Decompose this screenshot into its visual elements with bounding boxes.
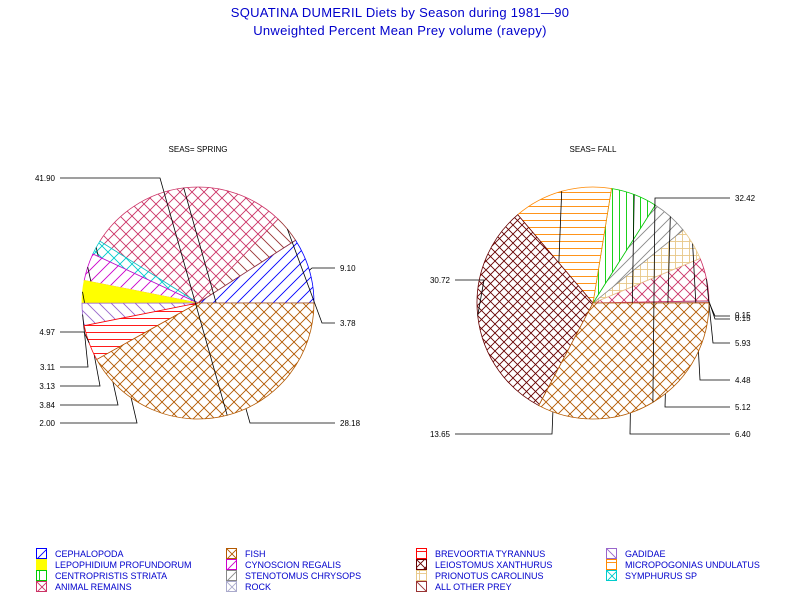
legend-label: STENOTOMUS CHRYSOPS (245, 570, 362, 581)
legend-label: ANIMAL REMAINS (55, 581, 132, 592)
legend-item: SYMPHURUS SP (606, 570, 697, 581)
legend-item: PRIONOTUS CAROLINUS (416, 570, 544, 581)
slice-data-label: 4.97 (39, 328, 55, 337)
single-hatch-legend-swatch (226, 559, 237, 570)
legend-item: CYNOSCION REGALIS (226, 559, 341, 570)
horizontal-hatch-legend-swatch (416, 548, 427, 559)
leader-line (287, 228, 335, 324)
single-hatch-legend-swatch (226, 570, 237, 581)
slice-data-label: 0.15 (735, 311, 751, 320)
leader-line (692, 243, 730, 381)
legend-item: CENTROPRISTIS STRIATA (36, 570, 167, 581)
slice-data-label: 6.40 (735, 430, 751, 439)
legend-item: CEPHALOPODA (36, 548, 124, 559)
chart-title: SQUATINA DUMERIL Diets by Season during … (230, 5, 570, 20)
legend-item: STENOTOMUS CHRYSOPS (226, 570, 361, 581)
legend-item: LEPOPHIDIUM PROFUNDORUM (36, 559, 192, 570)
legend-item: MICROPOGONIAS UNDULATUS (606, 559, 760, 570)
legend-label: ROCK (245, 581, 272, 592)
pie-slice (517, 186, 612, 304)
leader-line (60, 177, 228, 416)
legend-item: GADIDAE (606, 548, 666, 559)
crosshatch-legend-swatch (606, 570, 617, 581)
leader-line (60, 314, 89, 368)
pie-title: SEAS= SPRING (169, 145, 228, 154)
slice-data-label: 13.65 (430, 430, 451, 439)
single-hatch-legend-swatch (416, 581, 427, 592)
legend-label: LEPOPHIDIUM PROFUNDORUM (55, 559, 192, 570)
legend-item: FISH (226, 548, 266, 559)
slice-data-label: 32.42 (735, 194, 756, 203)
pie-chart-fall: SEAS= FALL0.150.155.934.485.126.4013.653… (430, 145, 756, 439)
leader-line (629, 194, 730, 435)
slice-data-label: 3.84 (39, 401, 55, 410)
legend-label: BREVOORTIA TYRANNUS (435, 548, 546, 559)
leader-line (708, 301, 730, 320)
slice-data-label: 3.11 (40, 363, 56, 372)
leader-line (309, 267, 335, 271)
pie-chart-spring: SEAS= SPRING 9.10 3.78 28.18 2.00 3.84 3.13 3.1… (35, 145, 361, 428)
leader-line (706, 279, 730, 344)
grid-legend-swatch (416, 570, 427, 581)
legend-label: FISH (245, 548, 266, 559)
leader-line (652, 197, 730, 403)
leader-line (60, 331, 90, 344)
slice-data-label: 3.78 (340, 319, 356, 328)
slice-data-label: 28.18 (340, 419, 361, 428)
horizontal-hatch-legend-swatch (606, 559, 617, 570)
legend-label: MICROPOGONIAS UNDULATUS (625, 559, 760, 570)
legend-label: LEIOSTOMUS XANTHURUS (435, 559, 553, 570)
legend-item: ALL OTHER PREY (416, 581, 512, 592)
slice-data-label: 30.72 (430, 276, 451, 285)
leader-line (664, 216, 730, 408)
pie-slice (476, 214, 594, 407)
empty-legend-swatch (606, 548, 617, 559)
pie-title: SEAS= FALL (570, 145, 617, 154)
vertical-hatch-legend-swatch (36, 570, 47, 581)
crosshatch-legend-swatch (416, 559, 427, 570)
legend-label: CEPHALOPODA (55, 548, 124, 559)
leader-line (183, 187, 335, 424)
slice-data-label: 3.13 (39, 382, 55, 391)
legend-item: ROCK (226, 581, 271, 592)
leader-line (708, 302, 730, 317)
slice-data-label: 2.00 (39, 419, 55, 428)
legend-item: LEIOSTOMUS XANTHURUS (416, 559, 552, 570)
slice-data-label: 5.12 (735, 403, 751, 412)
crosshatch-legend-swatch (36, 581, 47, 592)
slice-data-label: 9.10 (340, 264, 356, 273)
solid-legend-swatch (36, 559, 47, 570)
legend-label: SYMPHURUS SP (625, 570, 698, 581)
crosshatch-legend-swatch (226, 548, 237, 559)
legend-item: BREVOORTIA TYRANNUS (416, 548, 545, 559)
chart-subtitle: Unweighted Percent Mean Prey volume (rav… (253, 23, 547, 38)
leader-line (455, 279, 485, 316)
legend-label: PRIONOTUS CAROLINUS (435, 570, 544, 581)
legend-label: CYNOSCION REGALIS (245, 559, 342, 570)
slice-data-label: 0.15 (735, 314, 751, 323)
slice-data-label: 5.93 (735, 339, 751, 348)
legend-item: ANIMAL REMAINS (36, 581, 132, 592)
crosshatch-legend-swatch (226, 581, 237, 592)
legend-label: CENTROPRISTIS STRIATA (55, 570, 168, 581)
slice-data-label: 4.48 (735, 376, 751, 385)
single-hatch-legend-swatch (36, 548, 47, 559)
slice-data-label: 41.90 (35, 174, 56, 183)
legend-label: ALL OTHER PREY (435, 581, 512, 592)
legend-label: GADIDAE (625, 548, 666, 559)
